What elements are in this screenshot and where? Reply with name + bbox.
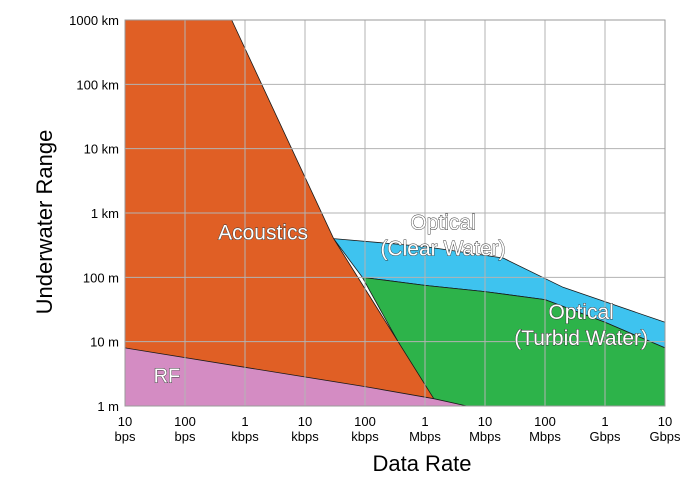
y-axis-title: Underwater Range <box>32 130 57 315</box>
x-tick-label: 1 Mbps <box>409 414 441 444</box>
plot-frame <box>124 19 666 407</box>
region-label-optical-clear: Optical (Clear Water) <box>380 211 505 260</box>
x-tick-label: 10 bps <box>115 414 136 444</box>
region-label-optical-turbid: Optical (Turbid Water) <box>514 301 648 350</box>
x-tick-label: 10 kbps <box>291 414 319 444</box>
y-tick-label: 1 km <box>91 206 119 221</box>
y-tick-label: 1 m <box>97 399 119 414</box>
y-tick-label: 1000 km <box>69 13 119 28</box>
region-label-acoustics: Acoustics <box>218 221 308 244</box>
x-tick-label: 1 Gbps <box>589 414 621 444</box>
x-tick-label: 100 kbps <box>351 414 379 444</box>
x-tick-label: 10 Mbps <box>469 414 501 444</box>
y-tick-label: 100 km <box>76 77 119 92</box>
y-tick-label: 100 m <box>83 270 119 285</box>
x-tick-label: 1 kbps <box>231 414 259 444</box>
region-label-rf: RF <box>154 365 181 387</box>
y-tick-label: 10 km <box>84 142 119 157</box>
x-axis-title: Data Rate <box>372 451 471 476</box>
x-tick-label: 10 Gbps <box>649 414 681 444</box>
y-tick-label: 10 m <box>90 335 119 350</box>
x-tick-label: 100 bps <box>174 414 196 444</box>
x-tick-label: 100 Mbps <box>529 414 561 444</box>
